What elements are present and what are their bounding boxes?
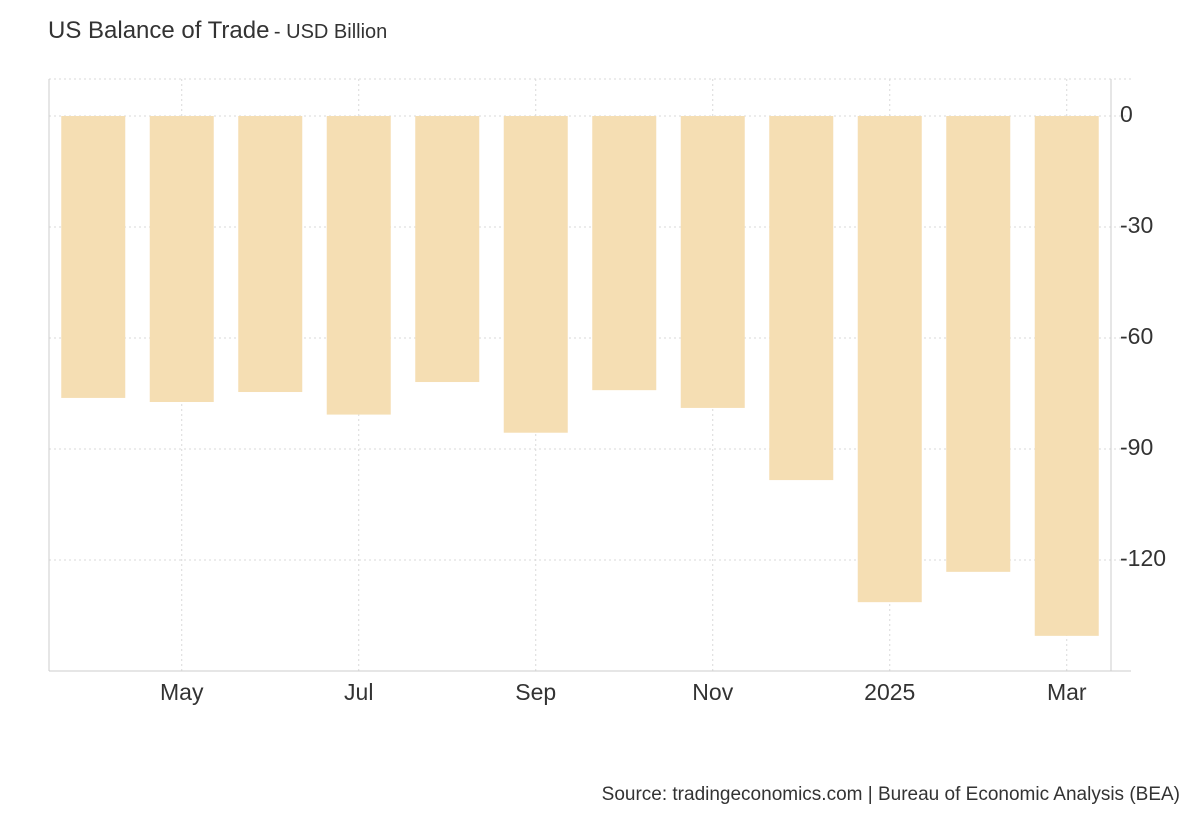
chart-title: US Balance of Trade [48, 17, 270, 44]
source-note: Source: tradingeconomics.com | Bureau of… [601, 784, 1180, 805]
chart-title-row: US Balance of Trade - USD Billion [48, 17, 387, 45]
bar-jul-2024 [326, 116, 391, 415]
y-tick-label: -30 [1120, 212, 1153, 238]
chart-subtitle: - USD Billion [273, 21, 388, 43]
y-tick-label: -60 [1120, 323, 1153, 349]
x-tick-label: Mar [1047, 679, 1087, 705]
x-tick-label: Nov [692, 679, 733, 705]
bar-dec-2024 [769, 116, 834, 481]
bar-nov-2024 [680, 116, 745, 408]
y-tick-label: -90 [1120, 434, 1153, 460]
x-tick-label: Sep [515, 679, 556, 705]
bar-jun-2024 [238, 116, 303, 393]
bar-feb-2025 [946, 116, 1011, 572]
bar-sep-2024 [503, 116, 568, 433]
bar-jan-2025 [857, 116, 922, 603]
x-tick-label: Jul [344, 679, 373, 705]
bar-aug-2024 [415, 116, 480, 383]
x-tick-label: 2025 [864, 679, 915, 705]
bar-mar-2025 [1034, 116, 1099, 636]
x-tick-label: May [160, 679, 204, 705]
bar-may-2024 [149, 116, 214, 403]
y-tick-label: -120 [1120, 545, 1166, 571]
y-tick-label: 0 [1120, 101, 1133, 127]
bar-oct-2024 [592, 116, 657, 391]
bar-apr-2024 [61, 116, 126, 398]
